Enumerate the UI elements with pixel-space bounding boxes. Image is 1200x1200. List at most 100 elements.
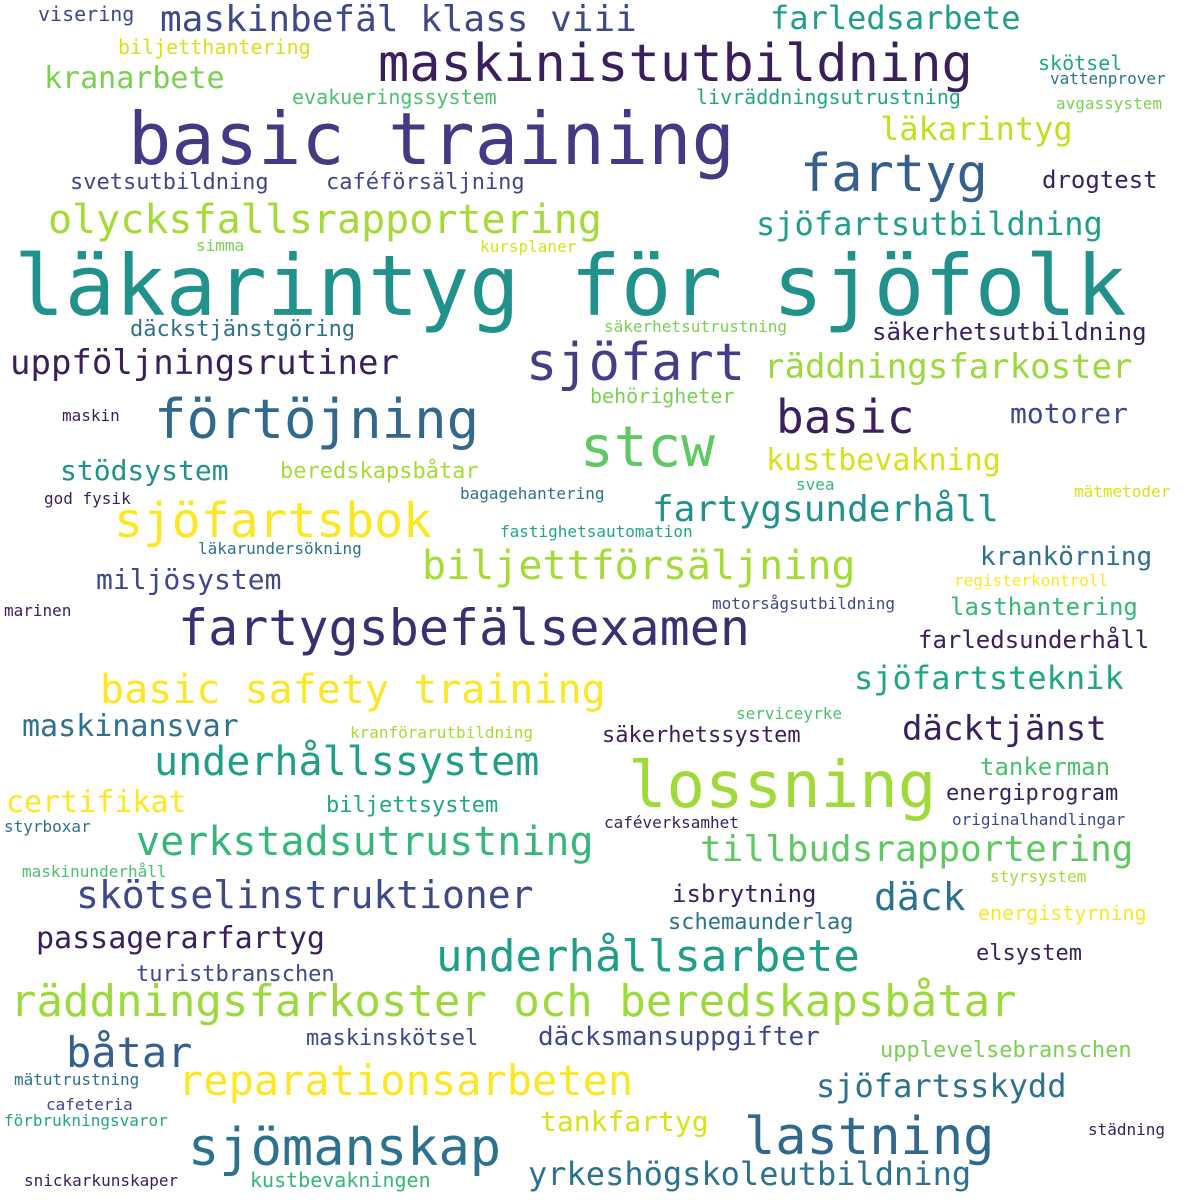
word-isbrytning: isbrytning (672, 880, 817, 908)
word-stcw: stcw (580, 415, 715, 480)
word-kustbevakning: kustbevakning (766, 443, 1001, 478)
word-lakarintyg-for-sjofolk: läkarintyg för sjöfolk (14, 237, 1127, 335)
word-snickarkunskaper: snickarkunskaper (24, 1171, 179, 1190)
word-kursplaner: kursplaner (480, 237, 577, 256)
word-bagagehantering: bagagehantering (460, 484, 605, 503)
word-motorer: motorer (1010, 397, 1129, 430)
word-tankerman: tankerman (980, 753, 1111, 781)
word-kranforarutbildning: kranförarutbildning (350, 723, 534, 742)
word-lasthantering: lasthantering (950, 593, 1138, 621)
word-maskinbefal-klass-viii: maskinbefäl klass viii (160, 0, 637, 40)
word-matutrustning: mätutrustning (14, 1070, 140, 1089)
word-basic: basic (776, 390, 915, 444)
word-skotsel: skötsel (1038, 51, 1123, 75)
word-avgassystem: avgassystem (1056, 94, 1162, 113)
word-olycksfallsrapportering: olycksfallsrapportering (48, 197, 602, 243)
word-fartygsbefalsexamen: fartygsbefälsexamen (178, 599, 750, 657)
word-underhallsarbete: underhållsarbete (436, 931, 860, 982)
word-sjofartsutbildning: sjöfartsutbildning (756, 205, 1103, 243)
word-basic-safety-training: basic safety training (100, 667, 606, 713)
word-dack: däck (874, 875, 966, 919)
word-sakerhetsutrustning: säkerhetsutrustning (604, 317, 788, 336)
word-stodsystem: stödsystem (60, 454, 229, 487)
word-fortojning: förtöjning (154, 388, 480, 451)
word-maskinunderhall: maskinunderhåll (22, 862, 167, 881)
word-skotselinstruktioner: skötselinstruktioner (76, 873, 534, 917)
word-maskinansvar: maskinansvar (22, 709, 239, 744)
word-svetsutbildning: svetsutbildning (70, 170, 269, 195)
word-forbrukningsvaror: förbrukningsvaror (4, 1111, 168, 1130)
word-energistyrning: energistyrning (978, 901, 1147, 925)
word-god-fysik: god fysik (44, 489, 131, 508)
word-motorsagsutbildning: motorsågsutbildning (712, 594, 896, 613)
word-lakarintyg: läkarintyg (880, 110, 1073, 148)
word-kustbevakningen: kustbevakningen (250, 1168, 431, 1192)
word-underhallssystem: underhållssystem (154, 739, 540, 785)
word-simma: simma (196, 236, 245, 255)
word-certifikat: certifikat (6, 785, 187, 820)
word-krankorning: krankörning (980, 542, 1153, 572)
word-matmetoder: mätmetoder (1074, 482, 1171, 501)
word-lakarundersokning: läkarundersökning (198, 539, 362, 558)
word-drogtest: drogtest (1042, 166, 1158, 194)
word-cafeteria: cafeteria (46, 1095, 133, 1114)
word-sjofartsskydd: sjöfartsskydd (816, 1067, 1067, 1105)
word-energiprogram: energiprogram (946, 781, 1119, 806)
word-raddningsfarkoster-och-beredskapsbatar: räddningsfarkoster och beredskapsbåtar (10, 976, 1017, 1027)
word-biljettsystem: biljettsystem (326, 793, 499, 818)
word-beredskapsbatar: beredskapsbåtar (280, 459, 479, 484)
word-serviceyrke: serviceyrke (736, 704, 842, 723)
word-sjofartsbok: sjöfartsbok (114, 493, 432, 549)
word-elsystem: elsystem (976, 941, 1082, 966)
word-styrsystem: styrsystem (990, 867, 1087, 886)
word-raddningsfarkoster: räddningsfarkoster (764, 347, 1133, 387)
word-passagerarfartyg: passagerarfartyg (36, 921, 325, 956)
word-sakerhetsutbildning: säkerhetsutbildning (872, 318, 1147, 346)
word-dackstjanstgoring: däckstjänstgöring (130, 317, 356, 342)
word-styrboxar: styrboxar (4, 817, 91, 836)
word-maskin: maskin (62, 406, 120, 425)
word-uppfoljningsrutiner: uppföljningsrutiner (10, 343, 399, 383)
word-biljetthantering: biljetthantering (118, 35, 311, 59)
word-maskinskotsel: maskinskötsel (306, 1026, 479, 1051)
word-maskinistutbildning: maskinistutbildning (378, 34, 973, 94)
word-fartygsunderhall: fartygsunderhåll (652, 489, 999, 530)
word-turistbranschen: turistbranschen (136, 962, 335, 987)
word-lossning: lossning (628, 749, 937, 823)
word-behorigheter: behörigheter (590, 384, 735, 408)
word-registerkontroll: registerkontroll (954, 571, 1109, 590)
word-marinen: marinen (4, 601, 72, 620)
word-visering: visering (38, 2, 135, 26)
word-reparationsarbeten: reparationsarbeten (178, 1056, 634, 1105)
word-miljosystem: miljösystem (96, 563, 282, 596)
word-kranarbete: kranarbete (44, 61, 225, 96)
word-basic-training: basic training (128, 97, 735, 181)
word-fartyg: fartyg (800, 144, 988, 204)
word-sjofart: sjöfart (526, 333, 746, 393)
word-vattenprover: vattenprover (1050, 69, 1166, 88)
word-svea: svea (796, 475, 835, 494)
word-dacktjanst: däcktjänst (902, 709, 1107, 749)
word-stadning: städning (1088, 1120, 1166, 1139)
word-livraddningsutrustning: livräddningsutrustning (696, 85, 961, 109)
word-fastighetsautomation: fastighetsautomation (500, 522, 693, 541)
word-cafeforsaljning: caféförsäljning (326, 170, 525, 195)
word-verkstadsutrustning: verkstadsutrustning (136, 819, 594, 865)
word-sakerhetssystem: säkerhetssystem (602, 723, 801, 748)
word-upplevelsebranschen: upplevelsebranschen (880, 1038, 1132, 1063)
word-farledsunderhall: farledsunderhåll (918, 626, 1150, 654)
word-sjofartsteknik: sjöfartsteknik (854, 659, 1124, 697)
word-lastning: lastning (744, 1107, 995, 1167)
word-yrkeshogskoleutbildning: yrkeshögskoleutbildning (528, 1155, 972, 1193)
word-biljettforsaljning: biljettförsäljning (422, 543, 856, 589)
word-sjomanskap: sjömanskap (188, 1118, 502, 1178)
word-cafeverksamhet: caféverksamhet (604, 813, 739, 832)
word-tillbudsrapportering: tillbudsrapportering (700, 829, 1134, 870)
word-schemaunderlag: schemaunderlag (668, 910, 854, 935)
word-farledsarbete: farledsarbete (770, 0, 1021, 37)
word-originalhandlingar: originalhandlingar (952, 810, 1126, 829)
word-dacksmansuppgifter: däcksmansuppgifter (538, 1022, 820, 1052)
word-evakueringssystem: evakueringssystem (292, 85, 497, 109)
word-tankfartyg: tankfartyg (540, 1105, 709, 1138)
